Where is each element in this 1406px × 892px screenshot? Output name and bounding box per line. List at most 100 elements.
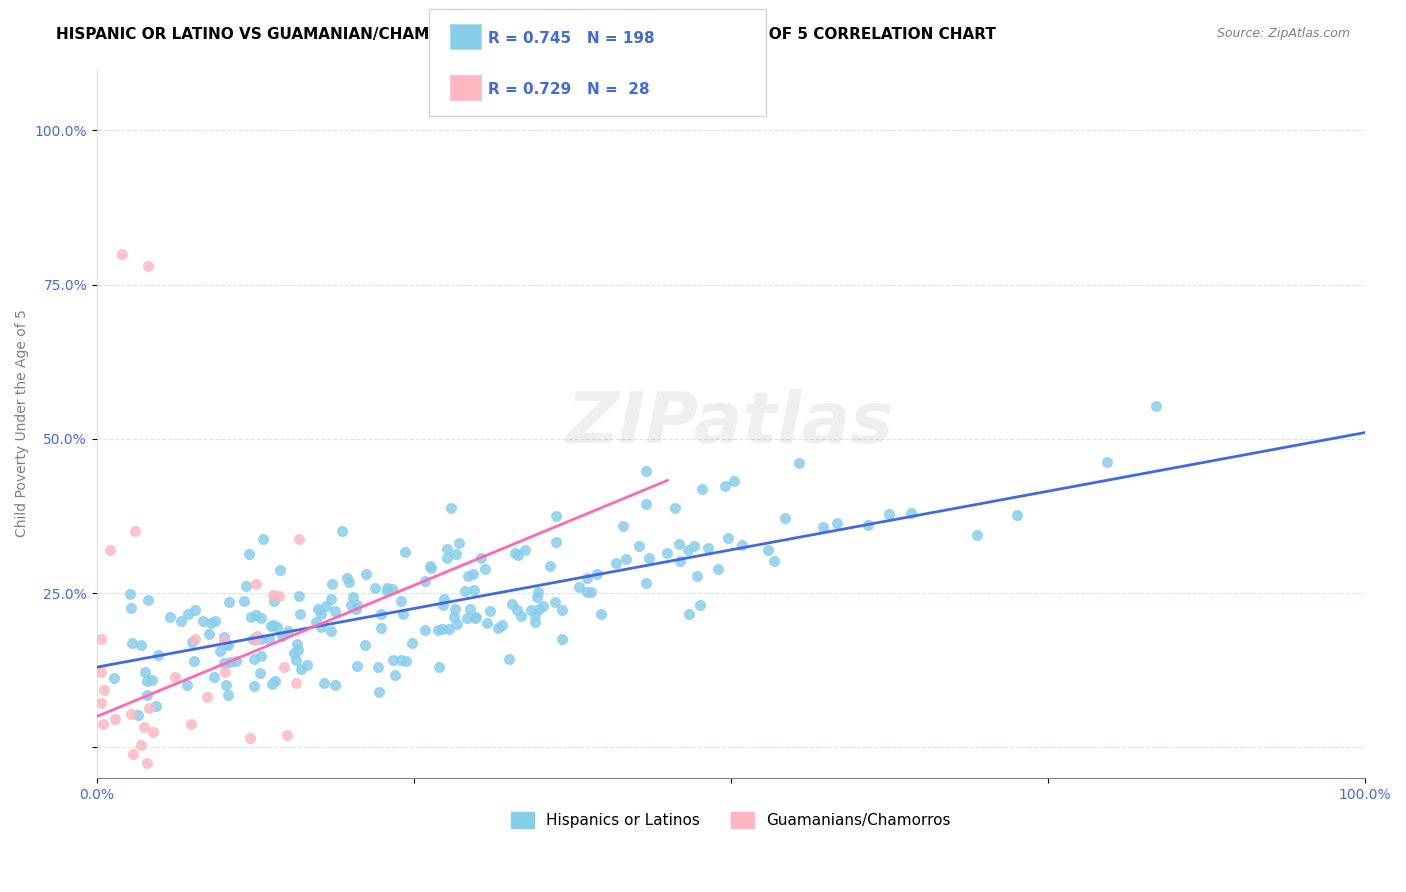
Point [134,665,156,679]
Point [212,632,235,647]
Point [813,519,835,533]
Point [524,607,547,622]
Point [145,699,167,714]
Point [304,615,326,630]
Point [191,615,214,629]
Point [457,569,479,583]
Point [389,653,412,667]
Point [544,508,567,523]
Point [239,610,262,624]
Point [245,576,267,591]
Point [685,569,707,583]
Point [104,713,127,727]
Point [242,679,264,693]
Point [260,619,283,633]
Point [121,747,143,762]
Point [1005,508,1028,522]
Point [568,580,591,594]
Point [474,562,496,576]
Point [370,607,392,621]
Point [716,532,738,546]
Point [585,566,607,581]
Point [245,607,267,622]
Point [288,532,311,546]
Point [200,615,222,630]
Point [638,550,661,565]
Point [250,611,273,625]
Point [212,630,235,644]
Point [239,731,262,746]
Point [364,581,387,595]
Point [290,662,312,676]
Point [283,647,305,661]
Point [858,518,880,533]
Point [263,594,285,608]
Point [93,682,115,697]
Point [381,653,404,667]
Point [342,590,364,604]
Point [214,665,236,680]
Point [91,716,114,731]
Point [773,511,796,525]
Point [458,601,481,615]
Point [384,668,406,682]
Point [285,653,308,667]
Point [377,581,399,595]
Point [195,690,218,705]
Point [877,508,900,522]
Point [634,576,657,591]
Point [531,599,554,613]
Point [124,524,146,539]
Point [664,500,686,515]
Point [319,591,342,606]
Point [636,464,658,478]
Point [269,564,291,578]
Point [513,542,536,557]
Point [148,648,170,662]
Point [98,542,121,557]
Point [238,547,260,561]
Point [756,543,779,558]
Point [723,474,745,488]
Point [413,623,436,637]
Point [163,669,186,683]
Point [312,676,335,690]
Point [464,611,486,625]
Point [204,614,226,628]
Point [454,584,477,599]
Point [440,501,463,516]
Point [252,532,274,546]
Point [136,259,159,273]
Point [900,506,922,520]
Point [540,558,562,573]
Text: HISPANIC OR LATINO VS GUAMANIAN/CHAMORRO CHILD POVERTY UNDER THE AGE OF 5 CORREL: HISPANIC OR LATINO VS GUAMANIAN/CHAMORRO… [56,27,995,42]
Point [336,571,359,585]
Point [506,603,529,617]
Point [246,629,269,643]
Point [465,610,488,624]
Point [612,519,634,533]
Point [589,607,612,621]
Point [121,636,143,650]
Point [486,621,509,635]
Point [419,561,441,575]
Point [315,599,337,613]
Point [243,652,266,666]
Point [266,620,288,634]
Point [134,720,156,734]
Point [432,598,454,612]
Point [332,524,354,538]
Text: ZIPatlas: ZIPatlas [567,389,894,458]
Point [375,584,398,599]
Point [90,632,112,647]
Text: R = 0.745   N = 198: R = 0.745 N = 198 [488,31,655,45]
Point [430,623,453,637]
Point [966,528,988,542]
Point [180,717,202,731]
Point [527,602,550,616]
Point [135,756,157,771]
Point [245,633,267,648]
Point [325,677,347,691]
Point [730,538,752,552]
Point [526,590,548,604]
